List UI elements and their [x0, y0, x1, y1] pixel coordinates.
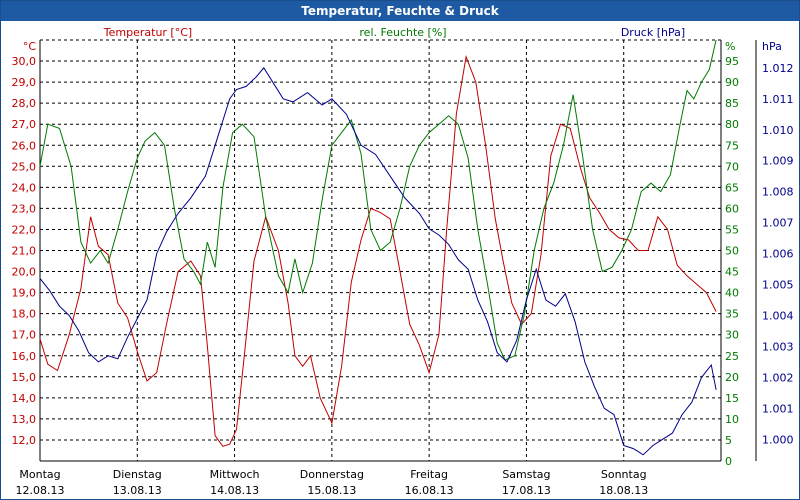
- temperature-tick-label: 29,0: [12, 76, 37, 89]
- temperature-axis: 12,0 13,0 14,0 15,0 16,0 17,0 18,0 19,0 20,0 21,0…: [12, 40, 37, 447]
- pressure-tick-label: 1.007: [762, 217, 794, 230]
- x-tick-date-label: 13.08.13: [113, 484, 162, 497]
- pressure-tick-label: 1.006: [762, 248, 794, 261]
- humidity-tick-label: 25: [725, 350, 739, 363]
- humidity-tick-label: 10: [725, 413, 739, 426]
- temperature-tick-label: 25,0: [12, 160, 37, 173]
- x-tick-date-label: 12.08.13: [16, 484, 65, 497]
- pressure-tick-label: 1.011: [762, 93, 794, 106]
- temperature-tick-label: 13,0: [12, 413, 37, 426]
- humidity-tick-label: 5: [725, 434, 732, 447]
- temperature-tick-label: 14,0: [12, 392, 37, 405]
- humidity-tick-label: 70: [725, 160, 739, 173]
- humidity-tick-label: 20: [725, 371, 739, 384]
- pressure-tick-label: 1.005: [762, 279, 794, 292]
- humidity-tick-label: 30: [725, 329, 739, 342]
- series-line-pressure: [39, 67, 717, 456]
- humidity-tick-label: 45: [725, 266, 739, 279]
- x-axis: Montag 12.08.13 Dienstag 13.08.13 Mittwoch 14…: [16, 468, 649, 497]
- temperature-tick-label: 24,0: [12, 181, 37, 194]
- temperature-tick-label: 19,0: [12, 287, 37, 300]
- pressure-tick-label: 1.004: [762, 310, 794, 323]
- series-layer: [39, 39, 717, 456]
- x-tick-day-label: Mittwoch: [210, 468, 260, 481]
- pressure-tick-label: 1.001: [762, 402, 794, 415]
- temperature-tick-label: 16,0: [12, 350, 37, 363]
- series-line-humidity: [39, 39, 717, 361]
- pressure-tick-label: 1.009: [762, 155, 794, 168]
- temperature-tick-label: 21,0: [12, 245, 37, 258]
- x-tick-date-label: 14.08.13: [210, 484, 259, 497]
- temperature-tick-label: 27,0: [12, 118, 37, 131]
- pressure-tick-label: 1.010: [762, 124, 794, 137]
- x-tick-day-label: Donnerstag: [300, 468, 364, 481]
- temperature-tick-label: 20,0: [12, 266, 37, 279]
- pressure-axis: 1.000 1.001 1.002 1.003 1.004 1.005 1.006 1.007…: [762, 40, 794, 446]
- temperature-tick-label: 18,0: [12, 308, 37, 321]
- humidity-tick-label: 55: [725, 223, 739, 236]
- temperature-unit: °C: [23, 40, 37, 53]
- x-tick-day-label: Sonntag: [601, 468, 647, 481]
- pressure-axis-title: Druck [hPa]: [621, 26, 685, 39]
- humidity-tick-label: 35: [725, 308, 739, 321]
- humidity-axis: 0 5 10 15 20 25 30 35 40 45 50 55 60 65 70 75 80 85 90 95%: [725, 40, 739, 468]
- grid: [40, 39, 721, 462]
- humidity-tick-label: 75: [725, 139, 739, 152]
- x-tick-day-label: Freitag: [410, 468, 448, 481]
- temperature-tick-label: 30,0: [12, 55, 37, 68]
- plot-border: [39, 40, 757, 462]
- temperature-axis-title: Temperatur [°C]: [103, 26, 192, 39]
- humidity-tick-label: 50: [725, 245, 739, 258]
- pressure-tick-label: 1.003: [762, 340, 794, 353]
- temperature-tick-label: 12,0: [12, 434, 37, 447]
- temperature-tick-label: 15,0: [12, 371, 37, 384]
- humidity-tick-label: 15: [725, 392, 739, 405]
- x-tick-day-label: Montag: [19, 468, 60, 481]
- pressure-tick-label: 1.008: [762, 186, 794, 199]
- pressure-tick-label: 1.000: [762, 433, 794, 446]
- humidity-tick-label: 95: [725, 55, 739, 68]
- window-title: Temperatur, Feuchte & Druck: [1, 1, 799, 21]
- series-line-temperature: [39, 54, 717, 447]
- temperature-tick-label: 17,0: [12, 329, 37, 342]
- temperature-tick-label: 28,0: [12, 97, 37, 110]
- humidity-tick-label: 65: [725, 181, 739, 194]
- x-tick-day-label: Dienstag: [113, 468, 162, 481]
- x-tick-date-label: 15.08.13: [307, 484, 356, 497]
- x-tick-date-label: 17.08.13: [502, 484, 551, 497]
- temperature-tick-label: 26,0: [12, 139, 37, 152]
- x-tick-day-label: Samstag: [502, 468, 550, 481]
- humidity-unit: %: [725, 40, 735, 53]
- pressure-tick-label: 1.012: [762, 62, 794, 75]
- x-tick-date-label: 18.08.13: [599, 484, 648, 497]
- pressure-unit: hPa: [762, 40, 782, 53]
- x-tick-date-label: 16.08.13: [405, 484, 454, 497]
- temperature-tick-label: 22,0: [12, 223, 37, 236]
- humidity-tick-label: 60: [725, 202, 739, 215]
- humidity-tick-label: 0: [725, 455, 732, 468]
- humidity-tick-label: 40: [725, 287, 739, 300]
- axis-headers: Temperatur [°C] rel. Feuchte [%] Druck [hP…: [103, 26, 685, 39]
- humidity-tick-label: 80: [725, 118, 739, 131]
- humidity-axis-title: rel. Feuchte [%]: [359, 26, 446, 39]
- temperature-tick-label: 23,0: [12, 202, 37, 215]
- humidity-tick-label: 90: [725, 76, 739, 89]
- pressure-tick-label: 1.002: [762, 371, 794, 384]
- humidity-tick-label: 85: [725, 97, 739, 110]
